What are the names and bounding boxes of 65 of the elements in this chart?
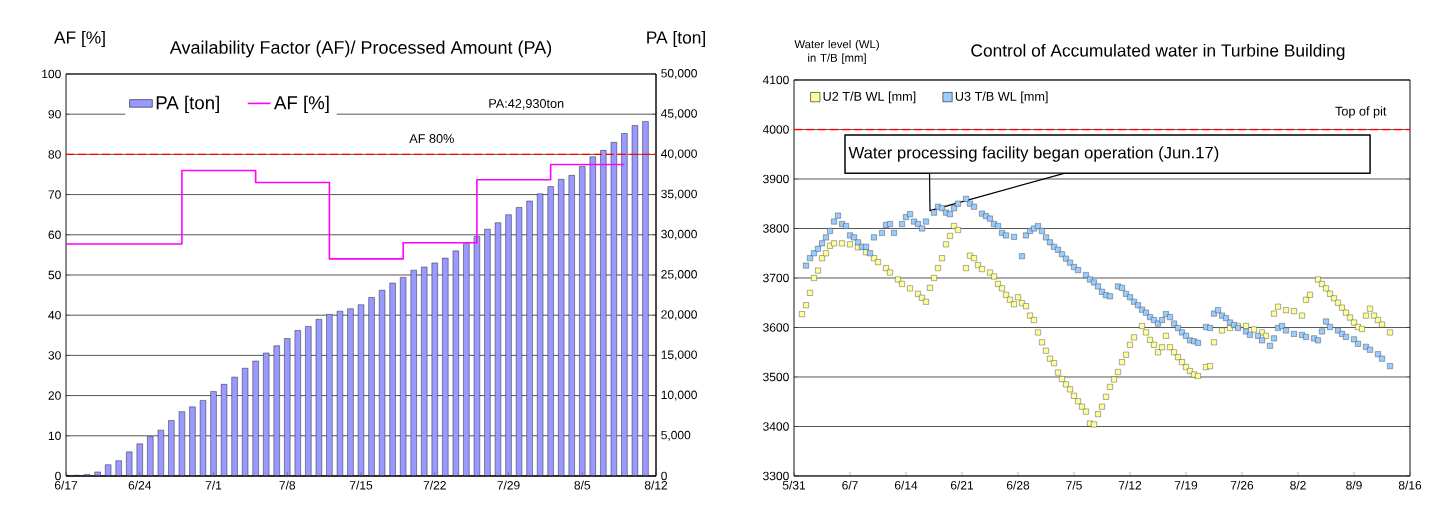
y-axis-title: Water level (WL) in T/B [mm] (794, 39, 879, 65)
x-tick-label: 7/29 (497, 480, 520, 490)
y-tick-label: 30 (48, 351, 61, 360)
x-tick-label: 7/22 (423, 480, 446, 490)
y-tick-label: 3400 (763, 422, 789, 431)
x-tick-label: 8/9 (1346, 480, 1362, 490)
x-tick-label: 7/8 (279, 480, 296, 490)
y-tick-label: 100 (42, 69, 61, 79)
ref-line-label: Top of pit (1335, 106, 1387, 119)
chart-title: Control of Accumulated water in Turbine Building (971, 43, 1345, 61)
x-tick-label: 7/1 (205, 480, 222, 490)
y-tick-label: 3900 (763, 174, 789, 184)
y-tick-label: 70 (48, 190, 61, 199)
legend-label: AF [%] (274, 95, 329, 114)
legend-label: PA [ton] (156, 95, 219, 114)
y2-tick-label: 30,000 (661, 229, 697, 240)
chart-title: Availability Factor (AF)/ Processed Amount (PA) (169, 40, 552, 58)
y2-tick-label: 35,000 (661, 189, 697, 200)
y-tick-label: 20 (48, 391, 61, 400)
y-tick-label: 50 (48, 270, 61, 280)
x-tick-label: 6/14 (894, 480, 918, 490)
annotation: PA:42,930ton (489, 99, 564, 110)
x-tick-label: 7/26 (1230, 480, 1254, 490)
y-tick-label: 3800 (763, 224, 789, 233)
y2-tick-label: 25,000 (661, 270, 697, 280)
y-tick-label: 90 (48, 109, 61, 119)
x-tick-label: 7/12 (1118, 480, 1142, 490)
y-tick-label: 3500 (763, 372, 789, 382)
y-tick-label: 60 (48, 230, 61, 240)
x-tick-label: 8/2 (1290, 480, 1306, 490)
y-tick-label: 3300 (763, 471, 789, 481)
y2-tick-label: 40,000 (660, 149, 697, 160)
y2-tick-label: 50,000 (661, 69, 697, 79)
x-tick-label: 6/7 (842, 480, 858, 490)
y2-tick-label: 20,000 (661, 310, 697, 321)
y2-axis-title: PA [ton] (647, 30, 705, 48)
x-tick-label: 8/5 (574, 480, 591, 490)
y2-tick-label: 45,000 (660, 109, 697, 120)
x-tick-label: 7/19 (1174, 480, 1198, 490)
y-tick-label: 4000 (762, 125, 789, 134)
y-tick-label: 3600 (763, 323, 789, 332)
x-tick-label: 6/17 (54, 480, 78, 490)
y-tick-label: 4100 (762, 75, 789, 85)
y2-tick-label: 10,000 (661, 390, 697, 401)
x-tick-label: 6/24 (128, 480, 152, 490)
y-tick-label: 0 (55, 471, 61, 481)
legend-label: U2 T/B WL [mm] (823, 91, 916, 104)
y2-tick-label: 15,000 (661, 350, 697, 361)
y2-tick-label: 0 (661, 471, 667, 481)
legend-label: U3 T/B WL [mm] (955, 91, 1048, 104)
y-tick-label: 40 (48, 310, 61, 320)
annotation: Water processing facility began operation (Jun.17) (848, 146, 1219, 162)
x-tick-label: 8/12 (644, 480, 668, 490)
x-tick-label: 5/31 (782, 480, 806, 490)
x-tick-label: 8/16 (1398, 480, 1422, 490)
x-tick-label: 7/5 (1066, 480, 1082, 490)
x-tick-label: 7/15 (349, 480, 373, 490)
y2-tick-label: 5,000 (661, 430, 691, 441)
x-tick-label: 6/28 (1006, 480, 1030, 490)
y-tick-label: 80 (48, 150, 61, 159)
y-tick-label: 3700 (763, 273, 789, 283)
y-axis-title: AF [%] (54, 30, 105, 48)
ref-line-label: AF 80% (409, 134, 454, 144)
x-tick-label: 6/21 (950, 480, 974, 490)
y-tick-label: 10 (48, 431, 61, 441)
